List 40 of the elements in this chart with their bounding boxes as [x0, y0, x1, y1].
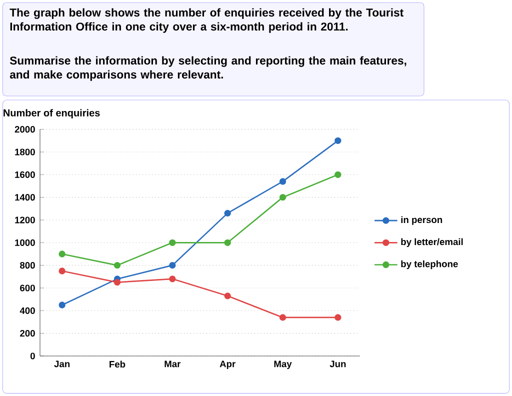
y-tick-label: 2000 [14, 126, 35, 133]
y-tick-label: 800 [20, 262, 35, 269]
y-tick-label: 1200 [15, 216, 35, 224]
x-tick-label: Jan [54, 360, 70, 368]
y-tick-label: 1800 [15, 148, 35, 156]
x-tick-label: Mar [164, 360, 181, 368]
point [224, 210, 231, 217]
y-tick-label: 0 [30, 352, 35, 360]
y-tick-label: 1000 [15, 239, 35, 246]
point [114, 278, 121, 286]
y-tick-label: 400 [20, 307, 35, 314]
legend-label: by letter/email [401, 238, 463, 247]
point [114, 262, 121, 269]
y-axis-title: Number of enquiries [4, 109, 100, 118]
point [58, 302, 66, 308]
point [58, 268, 66, 274]
chart-title: The graph below shows the number of enquiries received by the Tourist Information Office in one city over a six-month period in 2011. [10, 8, 404, 33]
y-tick-label: 1600 [15, 171, 35, 178]
point [334, 171, 342, 178]
point [334, 137, 342, 144]
x-tick-label: Apr [220, 360, 236, 370]
legend-label: in person [401, 216, 442, 225]
point [279, 194, 286, 201]
point [169, 239, 176, 246]
y-tick-label: 200 [20, 330, 35, 337]
y-tick-label: 1400 [15, 194, 35, 201]
chart-subtitle: Summarise the information by selecting and reporting the main features, and make comparisons where relevant. [10, 56, 406, 81]
x-tick-label: May [274, 360, 292, 370]
point [279, 314, 286, 321]
y-tick-label: 600 [20, 284, 35, 292]
x-tick-label: Feb [110, 360, 126, 368]
point [334, 314, 342, 321]
point [224, 239, 231, 246]
point [279, 178, 286, 185]
x-tick-label: Jun [330, 360, 346, 368]
point [169, 276, 176, 282]
point [169, 262, 176, 269]
point [224, 292, 231, 300]
point [58, 250, 66, 258]
legend-label: by telephone [401, 260, 458, 270]
